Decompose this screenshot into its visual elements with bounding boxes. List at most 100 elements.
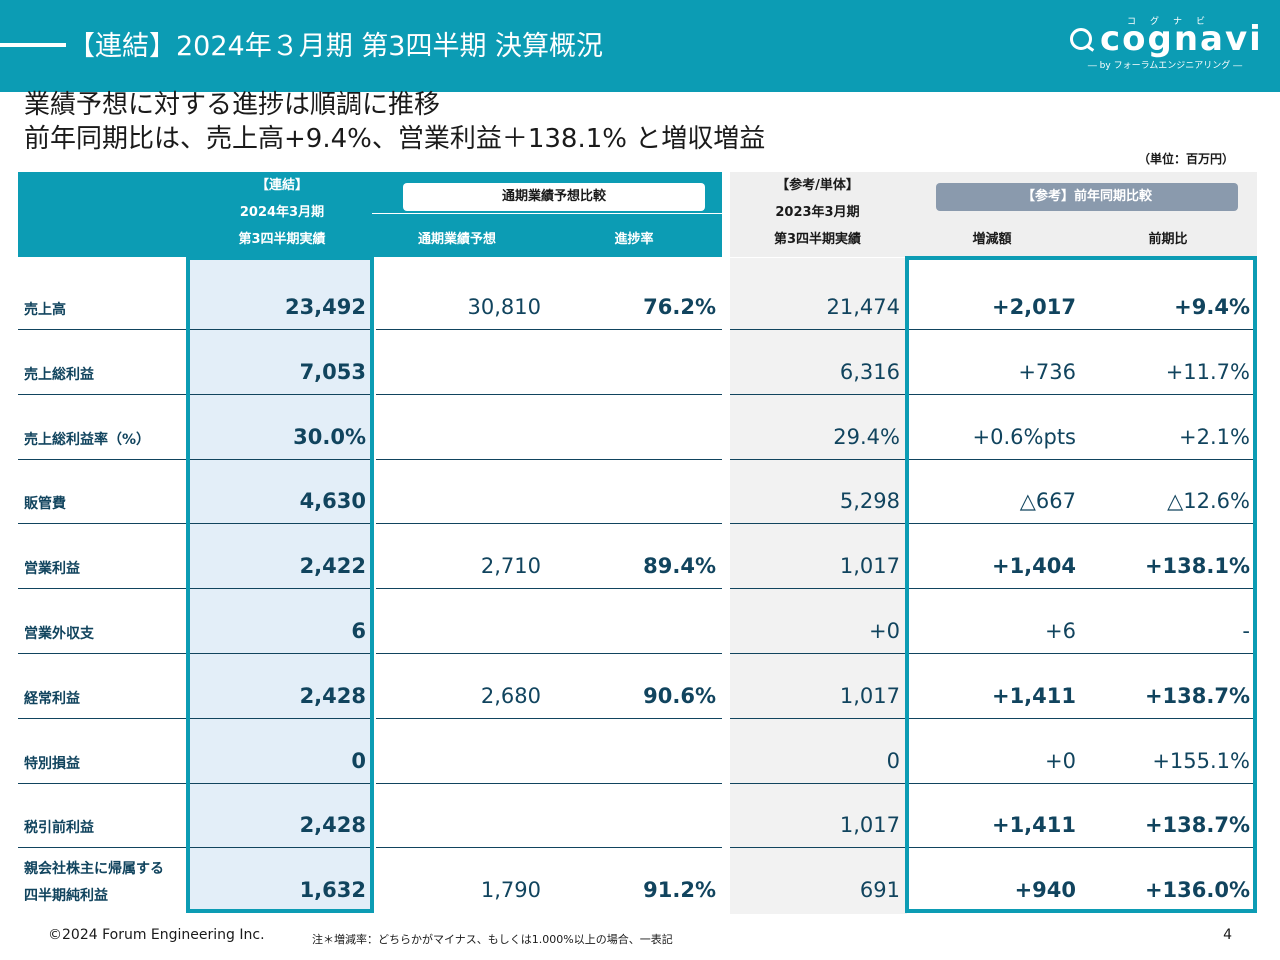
header-separator [372, 213, 722, 214]
copyright: ©2024 Forum Engineering Inc. [48, 927, 265, 943]
cell-prev: 691 [859, 878, 900, 903]
yoy-column-highlight [905, 256, 1257, 913]
cell-ratio: +138.7% [1144, 813, 1250, 838]
row-divider [730, 458, 905, 460]
yoy-group-header: 【参考】前年同期比較 [936, 183, 1238, 211]
cell-progress: 90.6% [643, 683, 716, 708]
footnote: 注＊増減率：どちらかがマイナス、もしくは1.000%以上の場合、一表記 [312, 933, 673, 946]
row-divider [730, 329, 905, 330]
row-divider [908, 523, 1254, 525]
headline-line-2: 前年同期比は、売上高+9.4%、営業利益＋138.1% と増収増益 [24, 124, 766, 154]
header-bar: 【連結】2024年３月期 第3四半期 決算概況 コグナビ cognavi ― b… [0, 0, 1280, 92]
table-row: 親会社株主に帰属する 四半期純利益 1,632 1,790 91.2% 691 +940 +1… [0, 848, 1280, 913]
table-row: 経常利益 2,428 2,680 90.6% 1,017 +1,411 +138.7% [0, 654, 1280, 719]
cell-prev: 1,017 [839, 554, 900, 579]
row-label: 販管費 [24, 496, 66, 513]
row-label: 売上高 [24, 302, 66, 318]
col-actual-header-3: 第3四半期実績 [238, 232, 326, 247]
col-actual-header-2: 2024年3月期 [239, 205, 325, 220]
row-divider [908, 458, 1254, 460]
row-divider [376, 782, 722, 784]
row-divider [908, 653, 1254, 654]
row-label: 税引前利益 [24, 820, 94, 837]
logo-word: cognavi [1100, 19, 1263, 59]
table-row: 販管費 4,630 5,298 △667 △12.6% [0, 459, 1280, 525]
cell-prev: 29.4% [833, 424, 900, 449]
forecast-group-header: 通期業績予想比較 [403, 183, 705, 211]
logo-ring-tail [1086, 45, 1095, 52]
cognavi-logo: コグナビ cognavi ― by フォーラムエンジニアリング ― [1070, 14, 1263, 74]
cell-diff: +1,411 [991, 813, 1076, 838]
cell-actual: 30.0% [293, 424, 366, 449]
row-divider [18, 653, 186, 654]
row-label: 親会社株主に帰属する 四半期純利益 [24, 861, 164, 905]
cell-ratio: +138.1% [1144, 554, 1250, 579]
cell-progress: 89.4% [643, 554, 716, 579]
row-divider [908, 329, 1254, 330]
cell-ratio: +138.7% [1144, 683, 1250, 708]
cell-diff: +0.6%pts [972, 424, 1076, 449]
row-divider [908, 847, 1254, 849]
row-label: 売上総利益率（%） [24, 431, 151, 448]
row-divider [730, 717, 905, 719]
row-divider [908, 588, 1254, 590]
row-divider [18, 393, 186, 395]
cell-actual: 2,422 [299, 554, 366, 579]
row-divider [730, 588, 905, 590]
actual-column-bg [188, 258, 371, 910]
row-divider [376, 329, 722, 330]
cell-diff: +736 [1018, 359, 1076, 384]
page-title: 【連結】2024年３月期 第3四半期 決算概況 [68, 31, 604, 62]
row-divider [376, 458, 722, 460]
cell-prev: 21,474 [826, 295, 900, 319]
col-ref-header-2: 2023年3月期 [775, 205, 860, 220]
row-divider [188, 717, 371, 719]
headline: 業績予想に対する進捗は順調に推移 前年同期比は、売上高+9.4%、営業利益＋13… [24, 88, 765, 156]
logo-ring-icon [1070, 28, 1092, 50]
row-divider [188, 653, 371, 654]
header-accent-line [0, 43, 66, 47]
row-divider [376, 717, 722, 719]
cell-actual: 0 [351, 748, 366, 773]
table-row: 売上総利益 7,053 6,316 +736 +11.7% [0, 330, 1280, 395]
cell-ratio: - [1242, 619, 1250, 643]
row-divider [188, 847, 371, 849]
table-row: 売上総利益率（%） 30.0% 29.4% +0.6%pts +2.1% [0, 395, 1280, 460]
col-ref-header: 【参考/単体】 2023年3月期 第3四半期実績 [730, 172, 905, 253]
row-divider [730, 847, 905, 849]
row-label: 営業外収支 [24, 626, 94, 642]
row-divider [188, 782, 371, 784]
col-actual-header: 【連結】 2024年3月期 第3四半期実績 [188, 172, 376, 253]
cell-actual: 6 [351, 619, 366, 643]
row-divider [18, 847, 186, 849]
headline-line-1: 業績予想に対する進捗は順調に推移 [24, 90, 441, 120]
cell-progress: 91.2% [643, 878, 716, 903]
cell-ratio: +2.1% [1179, 424, 1250, 449]
cell-prev: 1,017 [839, 683, 900, 708]
col-forecast-header: 通期業績予想 [417, 232, 496, 247]
cell-ratio: +11.7% [1165, 359, 1250, 384]
row-divider [908, 782, 1254, 784]
col-progress-header: 進捗率 [614, 232, 654, 247]
cell-forecast: 1,790 [480, 878, 541, 903]
cell-ratio: △12.6% [1167, 489, 1250, 514]
cell-actual: 2,428 [299, 813, 366, 838]
cell-diff: +1,411 [991, 683, 1076, 708]
cell-prev: 5,298 [839, 489, 900, 514]
row-divider [18, 717, 186, 719]
cell-prev: 0 [886, 748, 900, 773]
row-divider [376, 588, 722, 590]
row-divider [376, 847, 722, 849]
row-divider [730, 653, 905, 654]
row-label: 特別損益 [24, 755, 80, 772]
col-ratio-header: 前期比 [1148, 232, 1188, 247]
logo-byline: ― by フォーラムエンジニアリング ― [1087, 61, 1243, 71]
row-divider [18, 782, 186, 784]
row-divider [908, 717, 1254, 719]
row-divider [188, 329, 371, 330]
row-divider [18, 523, 186, 525]
row-divider [730, 523, 905, 525]
row-divider [730, 782, 905, 784]
actual-column-highlight [186, 256, 374, 913]
cell-diff: +1,404 [991, 554, 1076, 579]
